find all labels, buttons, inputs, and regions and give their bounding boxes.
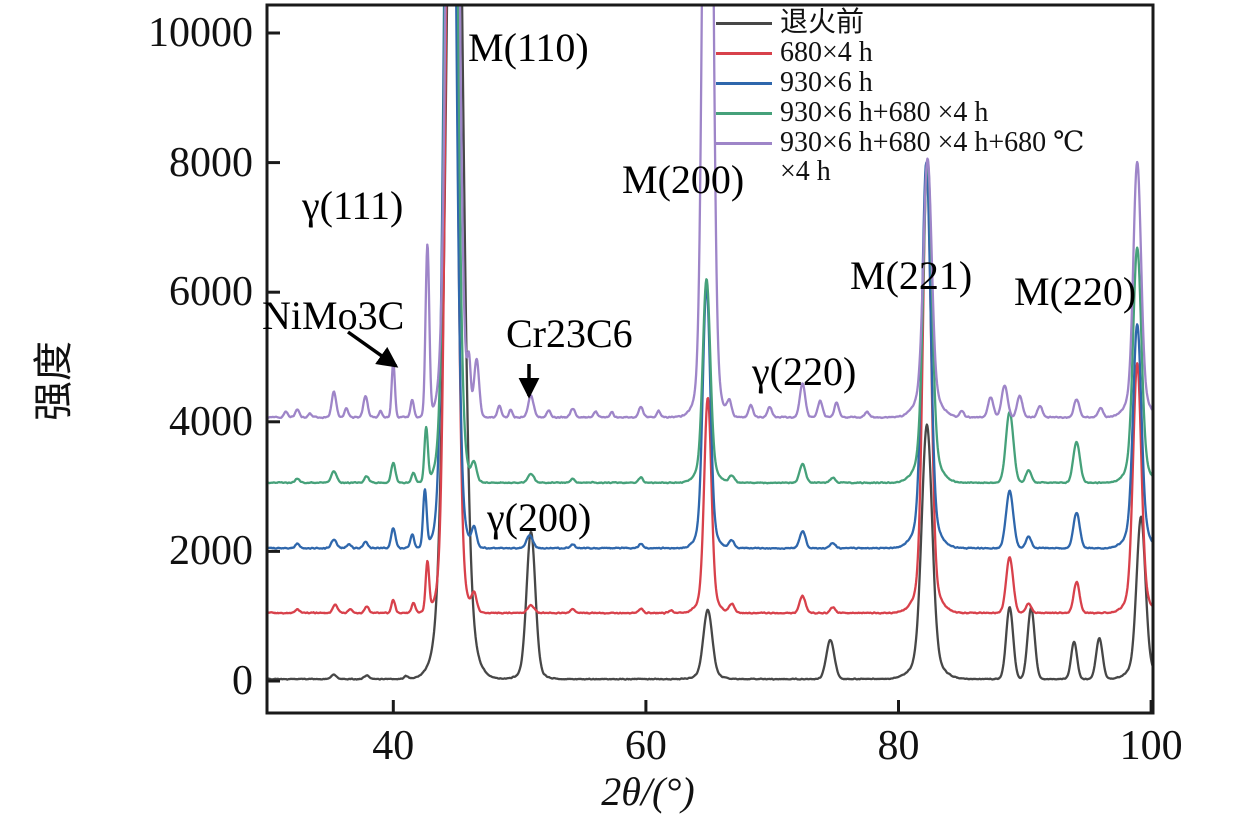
legend-item-3: 930×6 h bbox=[716, 68, 1085, 98]
diffraction-curves bbox=[267, 5, 1153, 681]
annotation-220: γ(220) bbox=[752, 349, 857, 394]
legend-line-swatch bbox=[716, 51, 772, 55]
legend-line-swatch bbox=[716, 141, 772, 145]
annotation-111: γ(111) bbox=[302, 183, 404, 228]
curve-4 bbox=[267, 5, 1153, 485]
annotation-arrows bbox=[346, 330, 540, 399]
legend-line-swatch bbox=[716, 81, 772, 85]
annotation-nimo3c: NiMo3C bbox=[262, 293, 405, 338]
annotation-cr23c6: Cr23C6 bbox=[506, 311, 633, 356]
annotation-arrow bbox=[346, 330, 399, 368]
x-axis-title: 2θ/(°) bbox=[601, 769, 695, 814]
y-axis-title: 强度 bbox=[31, 341, 76, 421]
curve-2 bbox=[267, 5, 1153, 615]
y-tick-10000: 10000 bbox=[148, 9, 253, 56]
annotation-m220: M(220) bbox=[1014, 269, 1137, 314]
legend-line-swatch bbox=[716, 21, 772, 25]
x-tick-60: 60 bbox=[624, 723, 667, 769]
legend-item-2: 680×4 h bbox=[716, 38, 1085, 68]
legend-label: 680×4 h bbox=[780, 37, 873, 68]
legend-item-4: 930×6 h+680 ×4 h bbox=[716, 98, 1085, 128]
x-tick-40: 40 bbox=[372, 723, 415, 769]
y-tick-8000: 8000 bbox=[169, 139, 253, 186]
legend-line-swatch bbox=[716, 111, 772, 115]
legend-label-wrap: ×4 h bbox=[780, 156, 831, 187]
legend-label: 退火前 bbox=[780, 7, 865, 38]
y-tick-6000: 6000 bbox=[169, 269, 253, 316]
y-tick-2000: 2000 bbox=[169, 528, 253, 575]
legend-label: 930×6 h bbox=[780, 67, 873, 98]
annotation-m221: M(221) bbox=[850, 253, 973, 298]
y-tick-0: 0 bbox=[232, 657, 253, 704]
legend-label: 930×6 h+680 ×4 h bbox=[780, 97, 989, 128]
x-tick-80: 80 bbox=[877, 723, 920, 769]
y-tick-4000: 4000 bbox=[169, 398, 253, 445]
annotation-m200: M(200) bbox=[622, 157, 745, 202]
x-tick-100: 100 bbox=[1119, 723, 1183, 769]
curve-5 bbox=[267, 5, 1153, 420]
curve-1 bbox=[267, 5, 1153, 681]
annotation-m110: M(110) bbox=[468, 25, 589, 70]
legend-item-5: 930×6 h+680 ×4 h+680 ℃ bbox=[716, 128, 1085, 158]
axes-frame bbox=[265, 3, 1155, 715]
legend-item-1: 退火前 bbox=[716, 8, 1085, 38]
legend-label: 930×6 h+680 ×4 h+680 ℃ bbox=[780, 127, 1085, 158]
legend: 退火前 680×4 h 930×6 h 930×6 h+680 ×4 h 930×6 h… bbox=[716, 8, 1085, 188]
annotation-200: γ(200) bbox=[487, 495, 592, 540]
